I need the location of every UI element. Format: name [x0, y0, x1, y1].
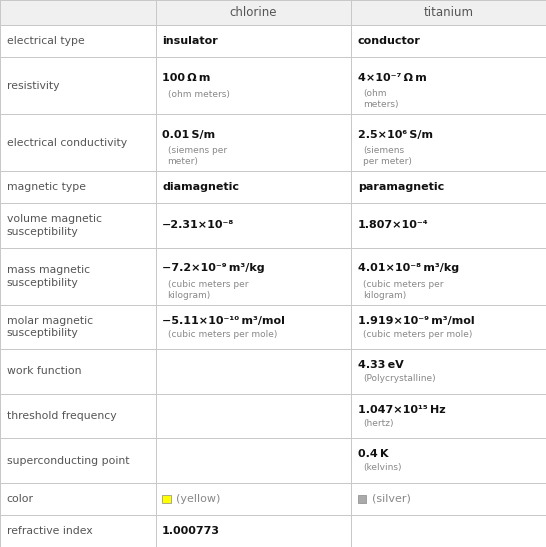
Bar [351, 349, 546, 394]
Text: (cubic meters per
kilogram): (cubic meters per kilogram) [363, 280, 443, 300]
Text: 1.807×10⁻⁴: 1.807×10⁻⁴ [358, 220, 428, 230]
Bar [0, 57, 156, 114]
Bar [0, 305, 156, 349]
Text: insulator: insulator [162, 36, 218, 46]
Text: 0.4 K: 0.4 K [358, 449, 388, 459]
Bar [351, 305, 546, 349]
Bar [0, 0, 156, 25]
Bar [351, 114, 546, 171]
Text: (ohm
meters): (ohm meters) [363, 89, 399, 109]
Text: (ohm meters): (ohm meters) [168, 90, 229, 99]
Bar [0, 114, 156, 171]
Text: 0.01 S/m: 0.01 S/m [162, 130, 215, 139]
Text: color: color [7, 494, 33, 504]
Bar [156, 349, 351, 394]
Bar [351, 438, 546, 483]
Bar [358, 494, 366, 503]
Text: −7.2×10⁻⁹ m³/kg: −7.2×10⁻⁹ m³/kg [162, 263, 265, 273]
Text: refractive index: refractive index [7, 526, 92, 536]
Text: (cubic meters per mole): (cubic meters per mole) [363, 330, 472, 339]
Text: (cubic meters per mole): (cubic meters per mole) [168, 330, 277, 339]
Text: 100 Ω m: 100 Ω m [162, 73, 211, 83]
Bar [156, 483, 351, 515]
Bar [351, 57, 546, 114]
Text: 1.047×10¹⁵ Hz: 1.047×10¹⁵ Hz [358, 405, 445, 415]
Text: −2.31×10⁻⁸: −2.31×10⁻⁸ [162, 220, 235, 230]
Bar [156, 305, 351, 349]
Text: work function: work function [7, 366, 81, 376]
Bar [351, 25, 546, 57]
Text: 4.33 eV: 4.33 eV [358, 360, 403, 370]
Text: (siemens per
meter): (siemens per meter) [168, 146, 227, 166]
Bar [0, 515, 156, 547]
Text: (Polycrystalline): (Polycrystalline) [363, 374, 436, 383]
Bar [351, 0, 546, 25]
Bar [351, 394, 546, 438]
Text: electrical conductivity: electrical conductivity [7, 137, 127, 148]
Text: −5.11×10⁻¹⁰ m³/mol: −5.11×10⁻¹⁰ m³/mol [162, 316, 285, 325]
Bar [156, 203, 351, 248]
Text: conductor: conductor [358, 36, 420, 46]
Bar [156, 57, 351, 114]
Text: volume magnetic
susceptibility: volume magnetic susceptibility [7, 214, 102, 237]
Bar [351, 515, 546, 547]
Bar [0, 203, 156, 248]
Text: (yellow): (yellow) [176, 494, 221, 504]
Bar [156, 248, 351, 305]
Bar [0, 25, 156, 57]
Bar [351, 203, 546, 248]
Text: titanium: titanium [424, 6, 473, 19]
Bar [0, 248, 156, 305]
Bar [0, 483, 156, 515]
Bar [351, 171, 546, 203]
Text: threshold frequency: threshold frequency [7, 411, 116, 421]
Bar [156, 394, 351, 438]
Text: mass magnetic
susceptibility: mass magnetic susceptibility [7, 265, 90, 288]
Text: chlorine: chlorine [230, 6, 277, 19]
Text: 4.01×10⁻⁸ m³/kg: 4.01×10⁻⁸ m³/kg [358, 263, 459, 273]
Text: (cubic meters per
kilogram): (cubic meters per kilogram) [168, 280, 248, 300]
Text: (silver): (silver) [372, 494, 411, 504]
Text: electrical type: electrical type [7, 36, 84, 46]
Bar [0, 349, 156, 394]
Bar [0, 171, 156, 203]
Text: 2.5×10⁶ S/m: 2.5×10⁶ S/m [358, 130, 432, 139]
Text: 1.919×10⁻⁹ m³/mol: 1.919×10⁻⁹ m³/mol [358, 316, 474, 325]
Bar [162, 494, 171, 503]
Bar [0, 394, 156, 438]
Bar [156, 438, 351, 483]
Text: paramagnetic: paramagnetic [358, 182, 444, 192]
Text: (hertz): (hertz) [363, 418, 394, 428]
Bar [156, 515, 351, 547]
Text: diamagnetic: diamagnetic [162, 182, 239, 192]
Bar [156, 114, 351, 171]
Text: (kelvins): (kelvins) [363, 463, 402, 472]
Bar [156, 171, 351, 203]
Text: superconducting point: superconducting point [7, 456, 129, 465]
Text: magnetic type: magnetic type [7, 182, 86, 192]
Bar [156, 25, 351, 57]
Text: resistivity: resistivity [7, 80, 59, 90]
Text: 4×10⁻⁷ Ω m: 4×10⁻⁷ Ω m [358, 73, 426, 83]
Text: (siemens
per meter): (siemens per meter) [363, 146, 412, 166]
Bar [351, 483, 546, 515]
Bar [351, 248, 546, 305]
Bar [156, 0, 351, 25]
Bar [0, 438, 156, 483]
Text: 1.000773: 1.000773 [162, 526, 220, 536]
Text: molar magnetic
susceptibility: molar magnetic susceptibility [7, 316, 93, 339]
